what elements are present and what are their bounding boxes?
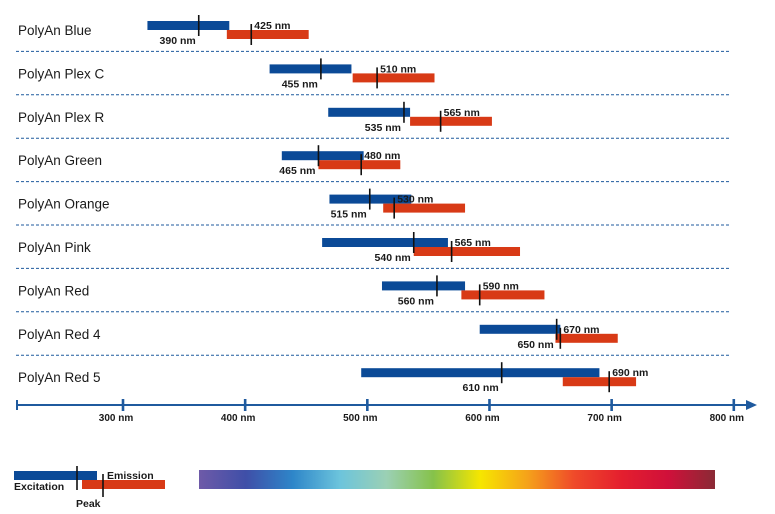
- emission-peak-label: 510 nm: [380, 63, 416, 75]
- dye-name: PolyAn Pink: [18, 240, 91, 255]
- emission-peak-label: 590 nm: [483, 280, 519, 292]
- excitation-bar: [328, 107, 411, 117]
- excitation-peak-label: 465 nm: [279, 165, 315, 177]
- emission-peak-label: 565 nm: [455, 237, 491, 249]
- excitation-bar: [269, 64, 352, 74]
- excitation-peak-label: 390 nm: [160, 35, 196, 47]
- legend-excitation-bar: [14, 471, 97, 480]
- emission-peak-label: 480 nm: [364, 150, 400, 162]
- dye-name: PolyAn Blue: [18, 23, 92, 38]
- dye-name: PolyAn Orange: [18, 197, 110, 212]
- excitation-peak-label: 610 nm: [463, 382, 499, 394]
- wavelength-axis: 300 nm 400 nm 500 nm 600 nm 700 nm 800 nm: [16, 399, 757, 424]
- excitation-peak-label: 560 nm: [398, 295, 434, 307]
- dye-name: PolyAn Green: [18, 153, 102, 168]
- axis-tick-label: 400 nm: [221, 413, 256, 424]
- dye-row: PolyAn Orange 515 nm 530 nm: [16, 188, 730, 226]
- emission-peak-label: 565 nm: [444, 107, 480, 119]
- visible-spectrum-bar: [199, 470, 715, 489]
- axis-tick-label: 600 nm: [465, 413, 500, 424]
- emission-bar: [413, 247, 521, 256]
- emission-bar: [410, 116, 492, 126]
- emission-bar: [562, 377, 637, 387]
- emission-bar: [226, 30, 309, 39]
- dye-name: PolyAn Red 4: [18, 327, 101, 342]
- dye-name: PolyAn Plex C: [18, 66, 105, 81]
- dye-row: PolyAn Plex C 455 nm 510 nm: [16, 58, 730, 96]
- axis-arrow-icon: [746, 400, 757, 410]
- dye-row: PolyAn Blue 390 nm 425 nm: [16, 15, 730, 52]
- emission-bar: [352, 73, 435, 83]
- dye-name: PolyAn Red 5: [18, 370, 101, 385]
- excitation-bar: [361, 368, 600, 378]
- excitation-bar: [147, 21, 230, 30]
- excitation-bar: [479, 324, 561, 334]
- emission-bar: [318, 160, 401, 170]
- legend-peak-label: Peak: [76, 498, 101, 510]
- legend-emission-bar: [82, 480, 165, 489]
- dye-row: PolyAn Red 560 nm 590 nm: [16, 275, 730, 313]
- excitation-peak-label: 515 nm: [331, 209, 367, 221]
- legend: Excitation Emission Peak: [14, 466, 165, 510]
- axis-tick-label: 500 nm: [343, 413, 378, 424]
- emission-bar: [383, 203, 466, 213]
- excitation-bar: [322, 238, 448, 247]
- dye-name: PolyAn Red: [18, 283, 89, 298]
- dye-row: PolyAn Red 5 610 nm 690 nm: [18, 362, 648, 394]
- emission-peak-label: 690 nm: [612, 367, 648, 379]
- axis-tick-label: 800 nm: [710, 413, 745, 424]
- emission-bar: [461, 290, 545, 300]
- dye-row: PolyAn Pink 540 nm 565 nm: [16, 232, 730, 269]
- emission-peak-label: 425 nm: [254, 20, 290, 32]
- emission-peak-label: 530 nm: [397, 194, 433, 206]
- excitation-peak-label: 650 nm: [517, 339, 553, 351]
- axis-tick-label: 300 nm: [99, 413, 134, 424]
- legend-excitation-label: Excitation: [14, 481, 64, 493]
- emission-peak-label: 670 nm: [563, 324, 599, 336]
- dye-row: PolyAn Plex R 535 nm 565 nm: [16, 101, 730, 139]
- excitation-peak-label: 540 nm: [375, 252, 411, 264]
- excitation-bar: [281, 151, 364, 161]
- dye-row: PolyAn Green 465 nm 480 nm: [16, 145, 730, 183]
- axis-tick-label: 700 nm: [587, 413, 622, 424]
- excitation-peak-label: 535 nm: [365, 122, 401, 134]
- excitation-bar: [381, 281, 466, 291]
- legend-emission-label: Emission: [107, 470, 154, 482]
- excitation-peak-label: 455 nm: [282, 78, 318, 90]
- dye-name: PolyAn Plex R: [18, 110, 105, 125]
- dye-row: PolyAn Red 4 650 nm 670 nm: [16, 318, 730, 356]
- emission-bar: [555, 333, 618, 343]
